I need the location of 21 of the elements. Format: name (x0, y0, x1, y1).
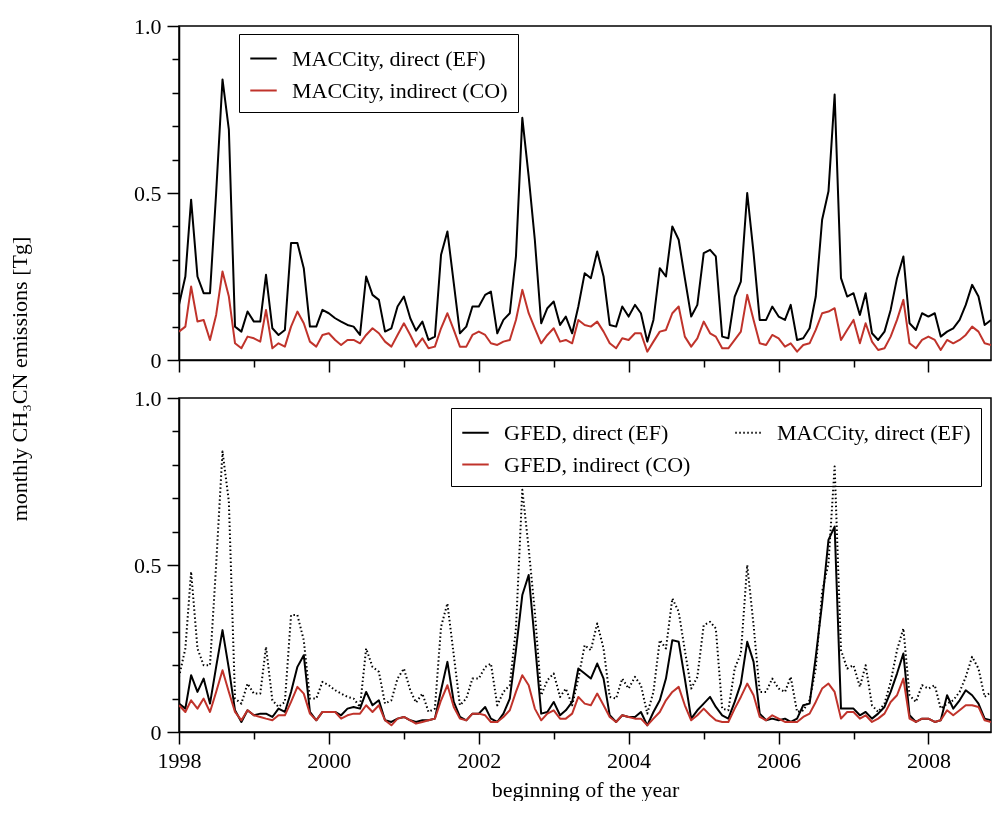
y-tick-label: 1.0 (134, 13, 162, 39)
y-tick-label: 1.0 (134, 385, 162, 411)
y-tick-label: 0.5 (134, 180, 162, 206)
x-tick-label: 2008 (906, 747, 951, 773)
x-tick-label: 1998 (157, 747, 202, 773)
line-series (179, 669, 991, 727)
x-tick-label: 2000 (307, 747, 352, 773)
x-axis-title: beginning of the year (491, 776, 680, 802)
x-tick-label: 2006 (757, 747, 802, 773)
y-axis-title: monthly CH₃CN emissions [Tg] (7, 236, 32, 522)
line-series (179, 270, 991, 353)
legend-label: GFED, indirect (CO) (504, 451, 691, 477)
legend-label: GFED, direct (EF) (504, 419, 669, 445)
y-tick-label: 0 (150, 719, 162, 745)
x-tick-label: 2004 (607, 747, 652, 773)
legend-label: MACCity, direct (EF) (777, 419, 971, 445)
x-tick-label: 2002 (457, 747, 502, 773)
legend-label: MACCity, direct (EF) (292, 45, 486, 71)
legend-label: MACCity, indirect (CO) (292, 77, 508, 103)
y-tick-label: 0.5 (134, 552, 162, 578)
y-tick-label: 0 (150, 347, 162, 373)
